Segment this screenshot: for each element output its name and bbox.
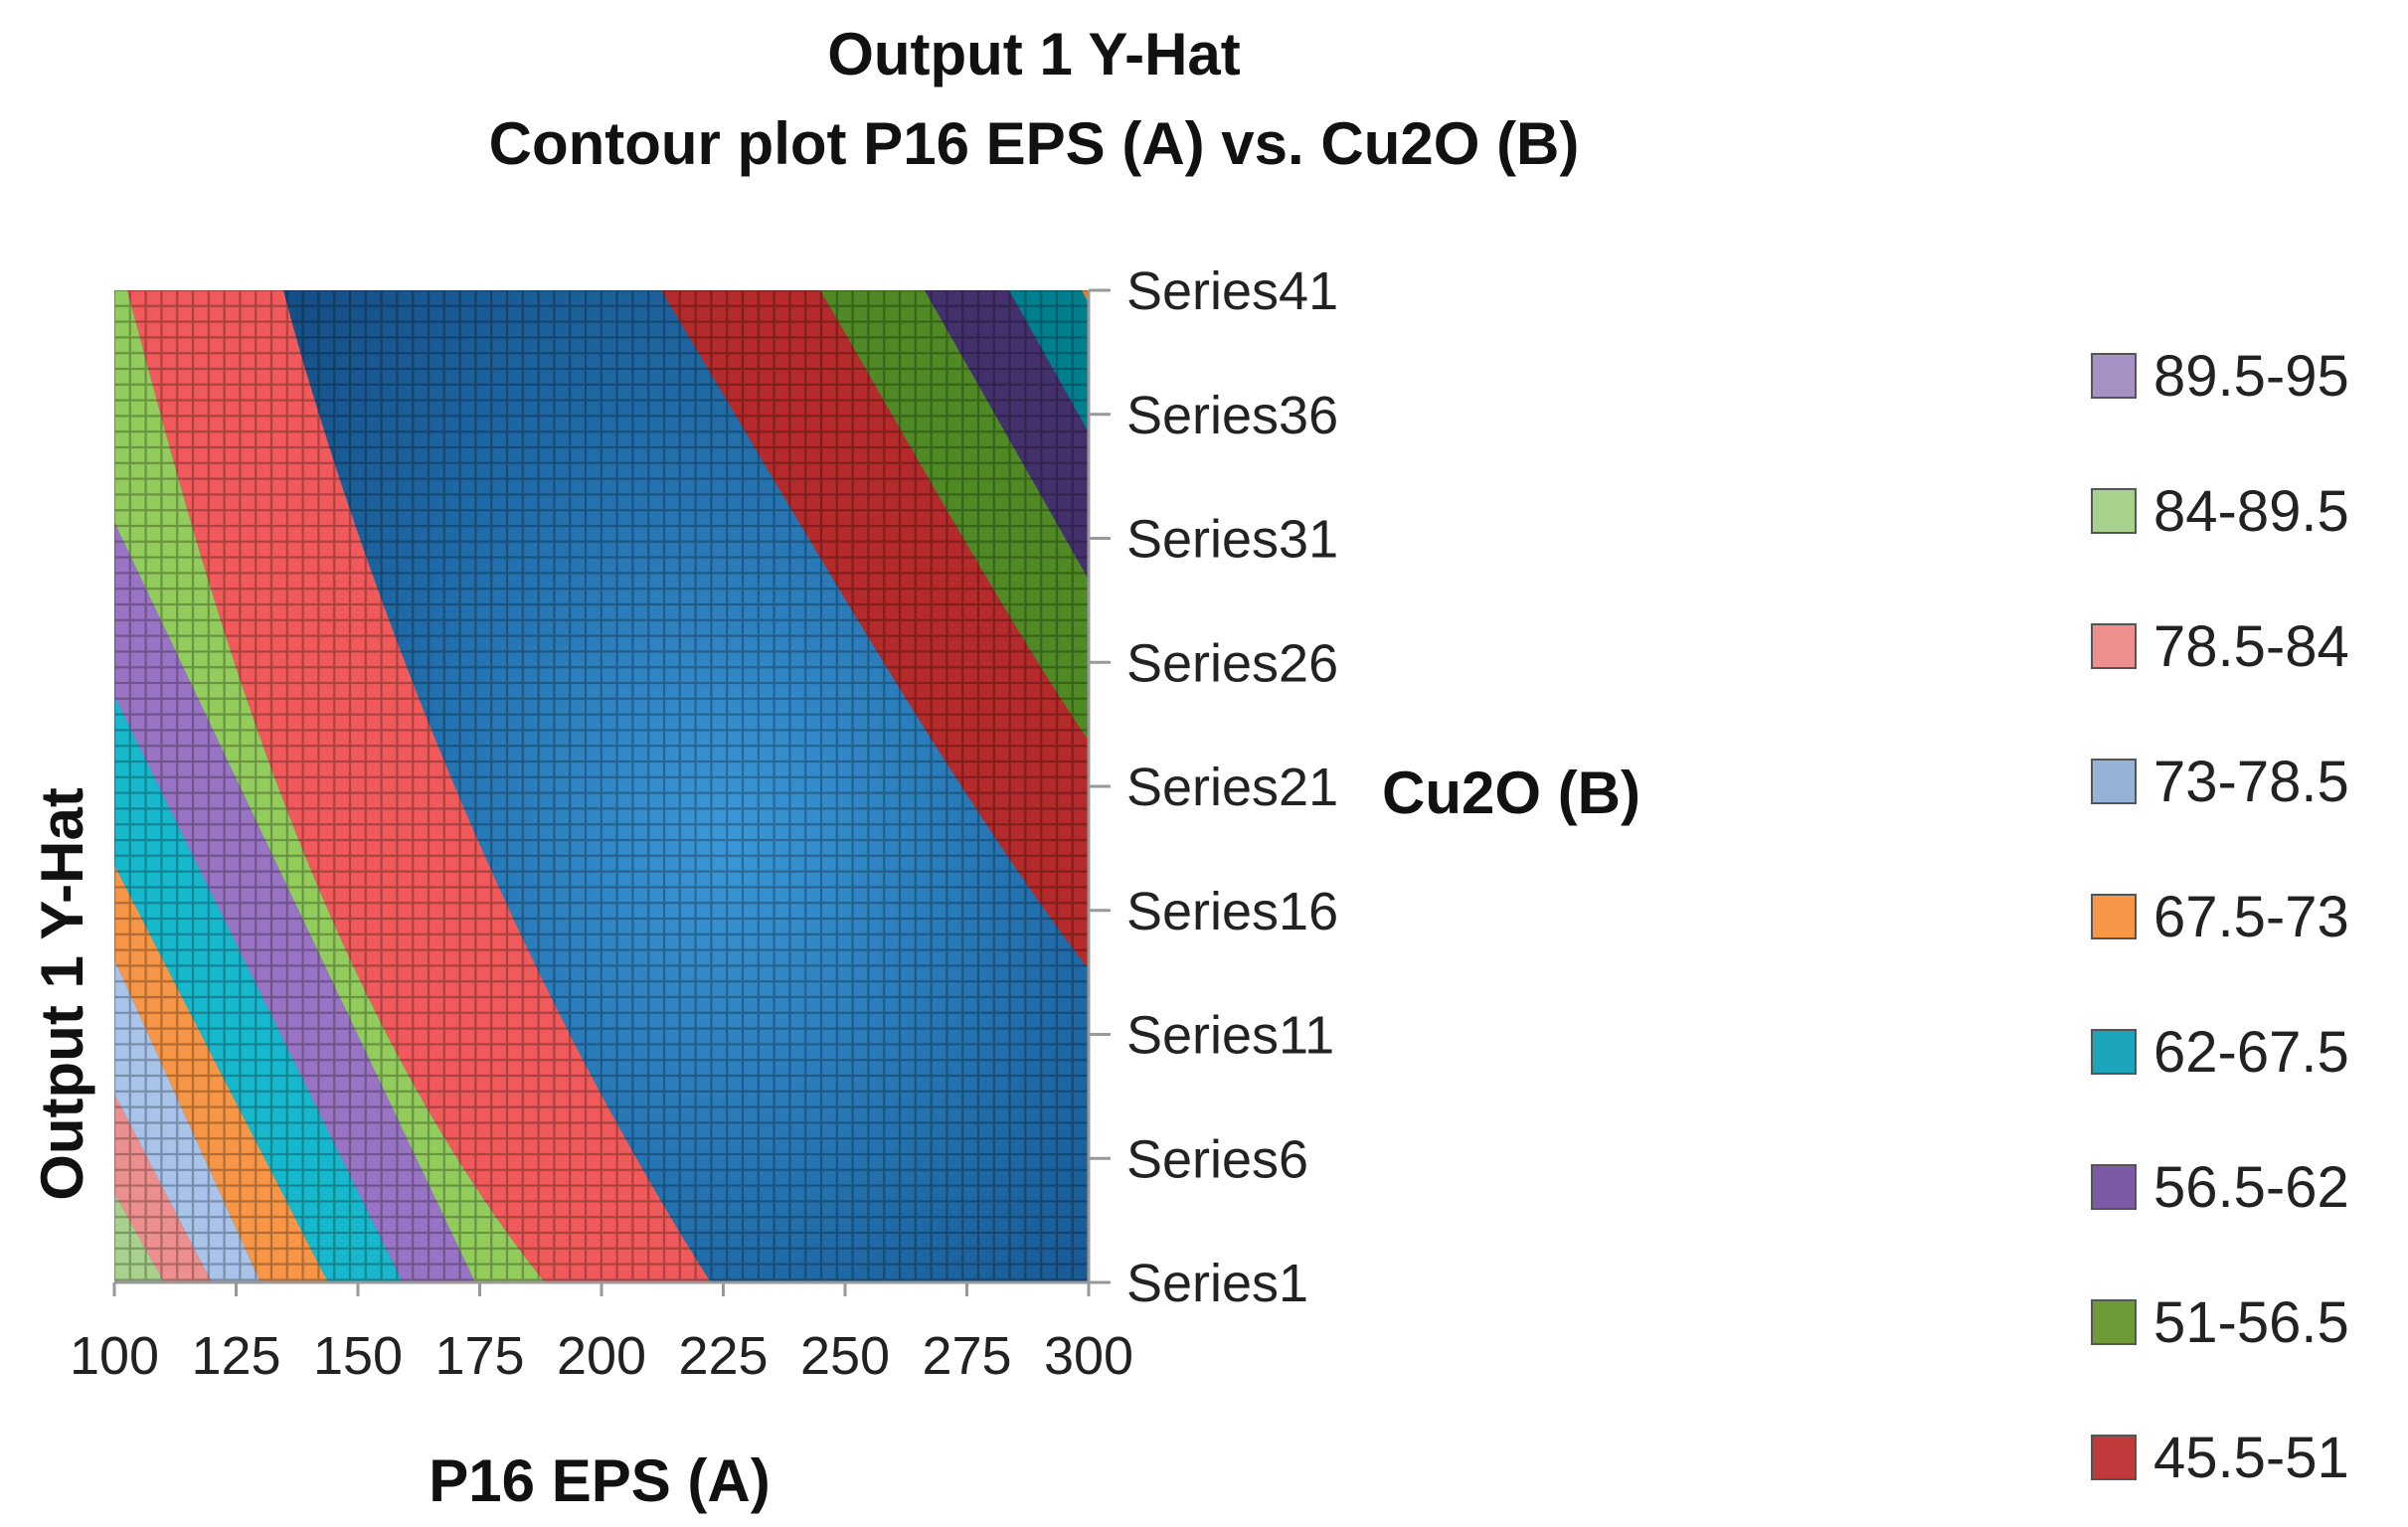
series-tick-label: Series11 — [1126, 1006, 1334, 1066]
legend-label: 89.5-95 — [2153, 344, 2349, 409]
legend-swatch — [2091, 1029, 2137, 1075]
x-axis-title: P16 EPS (A) — [429, 1447, 770, 1514]
x-tick-label: 100 — [70, 1326, 159, 1386]
series-tick-label: Series1 — [1126, 1254, 1308, 1313]
legend-label: 78.5-84 — [2153, 614, 2349, 679]
series-tick-label: Series41 — [1126, 261, 1338, 321]
plot-grid-overlay — [114, 290, 1089, 1281]
x-tick-label: 200 — [557, 1326, 646, 1386]
legend-swatch — [2091, 488, 2137, 534]
legend-label: 45.5-51 — [2153, 1426, 2349, 1490]
series-axis-title: Cu2O (B) — [1382, 760, 1640, 826]
series-tick-label: Series16 — [1126, 882, 1338, 941]
legend-swatch — [2091, 353, 2137, 399]
chart-title: Output 1 Y-Hat — [827, 21, 1241, 87]
legend-label: 84-89.5 — [2153, 479, 2349, 544]
series-tick-label: Series31 — [1126, 510, 1338, 570]
legend-label: 67.5-73 — [2153, 885, 2349, 949]
legend-swatch — [2091, 759, 2137, 804]
y-axis-title: Output 1 Y-Hat — [29, 787, 95, 1201]
x-axis-ticks: 100 125 150 175 200 225 250 275 300 — [70, 1282, 1133, 1386]
legend: 89.5-95 84-89.5 78.5-84 73-78.5 67.5-73 62-67… — [2091, 344, 2349, 1490]
x-tick-label: 125 — [191, 1326, 280, 1386]
x-tick-label: 225 — [678, 1326, 768, 1386]
x-tick-label: 275 — [922, 1326, 1011, 1386]
series-tick-label: Series26 — [1126, 633, 1338, 693]
chart-subtitle: Contour plot P16 EPS (A) vs. Cu2O (B) — [489, 110, 1580, 177]
series-tick-label: Series21 — [1126, 758, 1338, 817]
series-tick-label: Series6 — [1126, 1129, 1308, 1189]
legend-swatch — [2091, 894, 2137, 939]
legend-swatch — [2091, 1164, 2137, 1210]
x-tick-label: 300 — [1044, 1326, 1133, 1386]
legend-swatch — [2091, 1299, 2137, 1345]
legend-swatch — [2091, 623, 2137, 669]
legend-label: 56.5-62 — [2153, 1155, 2349, 1220]
legend-label: 51-56.5 — [2153, 1290, 2349, 1355]
series-axis-ticks: Series1 Series6 Series11 Series16 Series21 Se… — [1089, 261, 1338, 1313]
legend-label: 62-67.5 — [2153, 1020, 2349, 1085]
plot-area — [114, 290, 1089, 1281]
x-tick-label: 150 — [313, 1326, 403, 1386]
legend-label: 73-78.5 — [2153, 750, 2349, 814]
series-tick-label: Series36 — [1126, 386, 1338, 445]
x-tick-label: 175 — [434, 1326, 524, 1386]
legend-swatch — [2091, 1435, 2137, 1480]
x-tick-label: 250 — [800, 1326, 890, 1386]
